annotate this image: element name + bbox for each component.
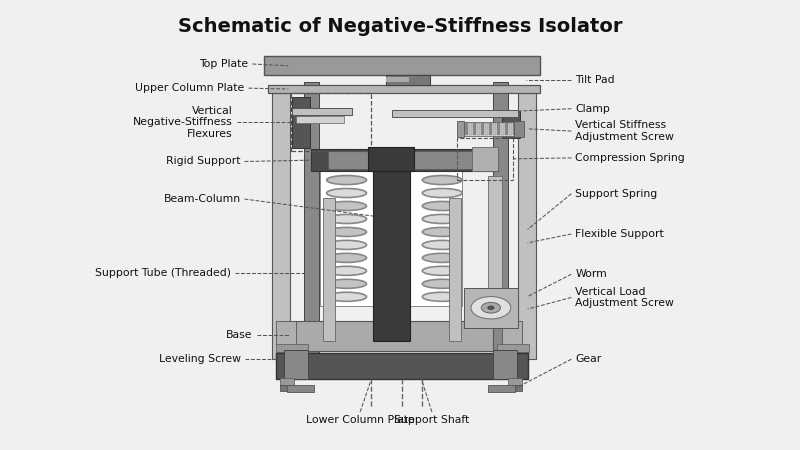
Bar bbox=[460, 122, 517, 135]
Circle shape bbox=[488, 306, 494, 310]
Text: Beam-Column: Beam-Column bbox=[163, 194, 241, 204]
Text: Support Shaft: Support Shaft bbox=[394, 415, 470, 425]
Text: Rigid Support: Rigid Support bbox=[166, 157, 241, 166]
Bar bbox=[292, 97, 310, 148]
Text: Leveling Screw: Leveling Screw bbox=[158, 354, 241, 364]
Bar bbox=[386, 77, 409, 82]
Ellipse shape bbox=[422, 176, 462, 184]
Bar bbox=[304, 82, 318, 359]
Bar bbox=[386, 75, 430, 86]
Bar bbox=[498, 344, 529, 352]
Bar bbox=[466, 123, 468, 135]
Bar bbox=[514, 123, 515, 135]
Bar bbox=[478, 123, 480, 135]
Ellipse shape bbox=[326, 292, 366, 301]
Text: Vertical Load
Adjustment Screw: Vertical Load Adjustment Screw bbox=[575, 287, 674, 308]
Text: Lower Column Plate: Lower Column Plate bbox=[306, 415, 414, 425]
Ellipse shape bbox=[422, 292, 462, 301]
Bar bbox=[285, 350, 308, 379]
Bar bbox=[518, 93, 535, 359]
Bar bbox=[449, 198, 461, 341]
Ellipse shape bbox=[326, 202, 366, 211]
Bar bbox=[494, 350, 517, 379]
Bar bbox=[280, 385, 294, 392]
Bar bbox=[265, 56, 539, 75]
Text: Support Tube (Threaded): Support Tube (Threaded) bbox=[95, 268, 231, 278]
Text: Flexible Support: Flexible Support bbox=[575, 229, 664, 239]
Bar bbox=[502, 123, 504, 135]
Text: Vertical
Negative-Stiffness
Flexures: Vertical Negative-Stiffness Flexures bbox=[133, 106, 233, 139]
Ellipse shape bbox=[422, 279, 462, 288]
Bar bbox=[502, 111, 519, 138]
Bar bbox=[510, 123, 512, 135]
Ellipse shape bbox=[422, 227, 462, 236]
Ellipse shape bbox=[422, 266, 462, 275]
Bar bbox=[320, 171, 462, 306]
Text: Support Spring: Support Spring bbox=[575, 189, 658, 199]
Ellipse shape bbox=[326, 279, 366, 288]
Circle shape bbox=[471, 297, 511, 319]
Ellipse shape bbox=[326, 253, 366, 262]
Ellipse shape bbox=[422, 189, 462, 198]
Bar bbox=[277, 344, 308, 352]
Bar bbox=[488, 385, 515, 392]
Bar bbox=[486, 123, 488, 135]
Bar bbox=[458, 138, 514, 180]
Bar bbox=[458, 121, 464, 137]
Bar bbox=[514, 121, 523, 137]
Bar bbox=[290, 321, 494, 351]
Text: Base: Base bbox=[226, 330, 253, 340]
Ellipse shape bbox=[326, 189, 366, 198]
Bar bbox=[470, 123, 472, 135]
Text: Top Plate: Top Plate bbox=[199, 59, 249, 69]
Bar bbox=[494, 82, 508, 359]
Bar bbox=[368, 147, 414, 171]
Bar bbox=[292, 108, 352, 116]
Bar bbox=[323, 198, 335, 341]
Ellipse shape bbox=[422, 202, 462, 211]
Circle shape bbox=[482, 302, 501, 313]
Bar bbox=[474, 123, 476, 135]
Text: Vertical Stiffness
Adjustment Screw: Vertical Stiffness Adjustment Screw bbox=[575, 120, 674, 142]
Text: Tilt Pad: Tilt Pad bbox=[575, 75, 615, 85]
Ellipse shape bbox=[422, 253, 462, 262]
Ellipse shape bbox=[326, 215, 366, 224]
Text: Clamp: Clamp bbox=[575, 104, 610, 114]
Bar bbox=[502, 321, 522, 346]
Bar bbox=[488, 176, 502, 288]
Bar bbox=[508, 378, 522, 386]
Text: Compression Spring: Compression Spring bbox=[575, 153, 685, 163]
Bar bbox=[464, 288, 518, 328]
Bar bbox=[277, 321, 296, 346]
Bar bbox=[482, 123, 484, 135]
Bar bbox=[269, 85, 539, 93]
Bar bbox=[273, 93, 290, 359]
Ellipse shape bbox=[422, 215, 462, 224]
Bar bbox=[506, 123, 508, 135]
Bar bbox=[462, 123, 464, 135]
Ellipse shape bbox=[326, 266, 366, 275]
Bar bbox=[280, 378, 294, 386]
Text: Worm: Worm bbox=[575, 269, 607, 279]
Bar bbox=[373, 167, 410, 341]
Bar bbox=[310, 149, 498, 171]
Bar bbox=[472, 147, 498, 171]
Ellipse shape bbox=[326, 227, 366, 236]
Bar bbox=[286, 385, 314, 392]
Bar bbox=[290, 93, 370, 151]
Bar bbox=[508, 385, 522, 392]
Bar bbox=[392, 110, 518, 117]
Bar bbox=[494, 123, 496, 135]
Text: Gear: Gear bbox=[575, 354, 602, 364]
Bar bbox=[328, 151, 480, 169]
Text: Upper Column Plate: Upper Column Plate bbox=[135, 83, 245, 93]
Bar bbox=[498, 123, 500, 135]
Ellipse shape bbox=[326, 176, 366, 184]
Ellipse shape bbox=[422, 240, 462, 249]
Ellipse shape bbox=[326, 240, 366, 249]
Bar bbox=[277, 353, 527, 379]
Bar bbox=[490, 123, 492, 135]
Bar bbox=[296, 117, 344, 123]
Text: Schematic of Negative-Stiffness Isolator: Schematic of Negative-Stiffness Isolator bbox=[178, 17, 622, 36]
